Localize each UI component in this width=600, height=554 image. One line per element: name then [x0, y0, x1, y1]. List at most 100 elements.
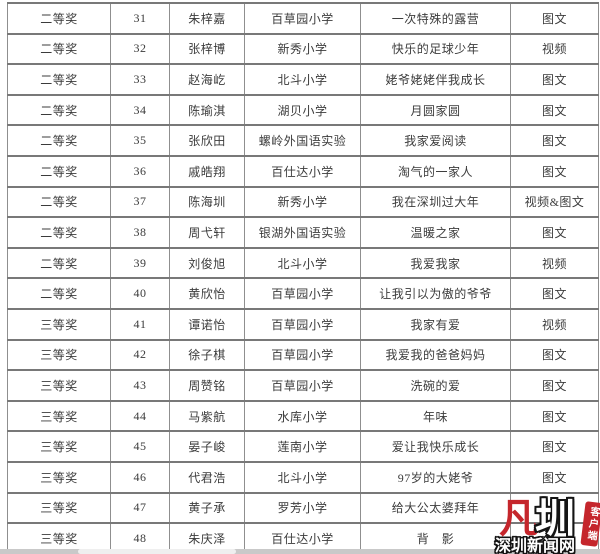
- table-row: 三等奖 45 晏子峻 莲南小学 爱让我快乐成长 图文: [7, 430, 599, 463]
- cell-school: 水库小学: [244, 399, 361, 433]
- cell-award: 三等奖: [7, 369, 111, 402]
- cell-category: 视频&图文: [510, 185, 599, 219]
- cell-school: 新秀小学: [244, 185, 361, 219]
- cell-category: 图文: [510, 277, 599, 310]
- table-row: 二等奖 37 陈海圳 新秀小学 我在深圳过大年 视频&图文: [7, 185, 599, 219]
- cell-name: 朱梓嘉: [169, 2, 245, 35]
- cell-category: 图文: [510, 154, 599, 188]
- cell-name: 黄子承: [169, 491, 245, 525]
- cell-work-title: 让我引以为傲的爷爷: [360, 277, 511, 310]
- cell-category: 图文: [510, 63, 599, 96]
- cell-name: 戚皓翔: [169, 154, 245, 188]
- cell-category: 图文: [510, 338, 599, 372]
- cell-school: 百草园小学: [244, 277, 361, 310]
- cell-category: 视频: [510, 307, 599, 341]
- cell-award: 三等奖: [7, 460, 111, 494]
- horizontal-scrollbar-track[interactable]: [0, 549, 600, 554]
- cell-award: 二等奖: [7, 124, 111, 157]
- cell-work-title: 淘气的一家人: [360, 154, 511, 188]
- cell-category: 视频: [510, 246, 599, 280]
- cell-number: 33: [110, 63, 170, 96]
- awards-table: 二等奖 31 朱梓嘉 百草园小学 一次特殊的露营 图文 二等奖 32 张梓博 新秀小学 快乐的足球少…: [7, 2, 599, 554]
- cell-school: 螺岭外国语实验: [244, 124, 361, 157]
- table-row: 三等奖 47 黄子承 罗芳小学 给大公太婆拜年: [7, 491, 599, 525]
- cell-name: 周赞铭: [169, 369, 245, 402]
- cell-category: 图文: [510, 124, 599, 157]
- cell-category: 视频: [510, 32, 599, 66]
- cell-work-title: 爱让我快乐成长: [360, 430, 511, 463]
- cell-name: 谭诺怡: [169, 307, 245, 341]
- cell-number: 43: [110, 369, 170, 402]
- horizontal-scrollbar-thumb[interactable]: [78, 549, 236, 554]
- cell-work-title: 97岁的大姥爷: [360, 460, 511, 494]
- cell-school: 百仕达小学: [244, 154, 361, 188]
- cell-number: 39: [110, 246, 170, 280]
- cell-name: 陈海圳: [169, 185, 245, 219]
- cell-school: 北斗小学: [244, 460, 361, 494]
- cell-category: 图文: [510, 460, 599, 494]
- cell-school: 湖贝小学: [244, 93, 361, 127]
- cell-name: 陈瑜淇: [169, 93, 245, 127]
- cell-number: 32: [110, 32, 170, 66]
- table-row: 三等奖 41 谭诺怡 百草园小学 我家有爱 视频: [7, 307, 599, 341]
- cell-work-title: 月圆家圆: [360, 93, 511, 127]
- cell-school: 罗芳小学: [244, 491, 361, 525]
- table-row: 二等奖 31 朱梓嘉 百草园小学 一次特殊的露营 图文: [7, 2, 599, 35]
- table-row: 二等奖 40 黄欣怡 百草园小学 让我引以为傲的爷爷 图文: [7, 277, 599, 310]
- awards-table-body: 二等奖 31 朱梓嘉 百草园小学 一次特殊的露营 图文 二等奖 32 张梓博 新秀小学 快乐的足球少…: [7, 2, 599, 554]
- cell-award: 三等奖: [7, 522, 111, 554]
- cell-name: 赵海屹: [169, 63, 245, 96]
- cell-award: 二等奖: [7, 93, 111, 127]
- table-row: 三等奖 43 周赞铭 百草园小学 洗碗的爱 图文: [7, 369, 599, 402]
- cell-work-title: 给大公太婆拜年: [360, 491, 511, 525]
- cell-name: 刘俊旭: [169, 246, 245, 280]
- cell-number: 44: [110, 399, 170, 433]
- cell-category: 图文: [510, 430, 599, 463]
- cell-name: 张梓博: [169, 32, 245, 66]
- cell-award: 三等奖: [7, 307, 111, 341]
- table-row: 二等奖 38 周弋轩 银湖外国语实验 温暖之家 图文: [7, 216, 599, 249]
- cell-school: 百草园小学: [244, 338, 361, 372]
- cell-number: 42: [110, 338, 170, 372]
- cell-school: 新秀小学: [244, 32, 361, 66]
- cell-number: 45: [110, 430, 170, 463]
- cell-work-title: 我爱我的爸爸妈妈: [360, 338, 511, 372]
- cell-number: 46: [110, 460, 170, 494]
- cell-work-title: 我家爱阅读: [360, 124, 511, 157]
- watermark-logo-row: 凡 圳 客户端: [495, 496, 600, 547]
- cell-name: 晏子峻: [169, 430, 245, 463]
- cell-school: 北斗小学: [244, 63, 361, 96]
- cell-award: 二等奖: [7, 216, 111, 249]
- cell-work-title: 我家有爱: [360, 307, 511, 341]
- cell-number: 31: [110, 2, 170, 35]
- cell-award: 二等奖: [7, 246, 111, 280]
- cell-award: 二等奖: [7, 154, 111, 188]
- cell-school: 百草园小学: [244, 369, 361, 402]
- cell-award: 三等奖: [7, 338, 111, 372]
- table-row: 二等奖 36 戚皓翔 百仕达小学 淘气的一家人 图文: [7, 154, 599, 188]
- cell-name: 张欣田: [169, 124, 245, 157]
- cell-work-title: 我爱我家: [360, 246, 511, 280]
- cell-work-title: 我在深圳过大年: [360, 185, 511, 219]
- cell-school: 百草园小学: [244, 307, 361, 341]
- cell-category: 图文: [510, 369, 599, 402]
- cell-work-title: 温暖之家: [360, 216, 511, 249]
- cell-number: 47: [110, 491, 170, 525]
- cell-name: 黄欣怡: [169, 277, 245, 310]
- cell-work-title: 洗碗的爱: [360, 369, 511, 402]
- table-row: 二等奖 33 赵海屹 北斗小学 姥爷姥姥伴我成长 图文: [7, 63, 599, 96]
- table-row: 二等奖 34 陈瑜淇 湖贝小学 月圆家圆 图文: [7, 93, 599, 127]
- cell-category: 图文: [510, 399, 599, 433]
- cell-category: 图文: [510, 93, 599, 127]
- table-row: 二等奖 35 张欣田 螺岭外国语实验 我家爱阅读 图文: [7, 124, 599, 157]
- cell-award: 三等奖: [7, 491, 111, 525]
- table-row: 二等奖 39 刘俊旭 北斗小学 我爱我家 视频: [7, 246, 599, 280]
- cell-award: 二等奖: [7, 32, 111, 66]
- cell-school: 银湖外国语实验: [244, 216, 361, 249]
- cell-number: 36: [110, 154, 170, 188]
- cell-number: 40: [110, 277, 170, 310]
- cell-name: 马紫航: [169, 399, 245, 433]
- cell-award: 二等奖: [7, 2, 111, 35]
- cell-award: 三等奖: [7, 430, 111, 463]
